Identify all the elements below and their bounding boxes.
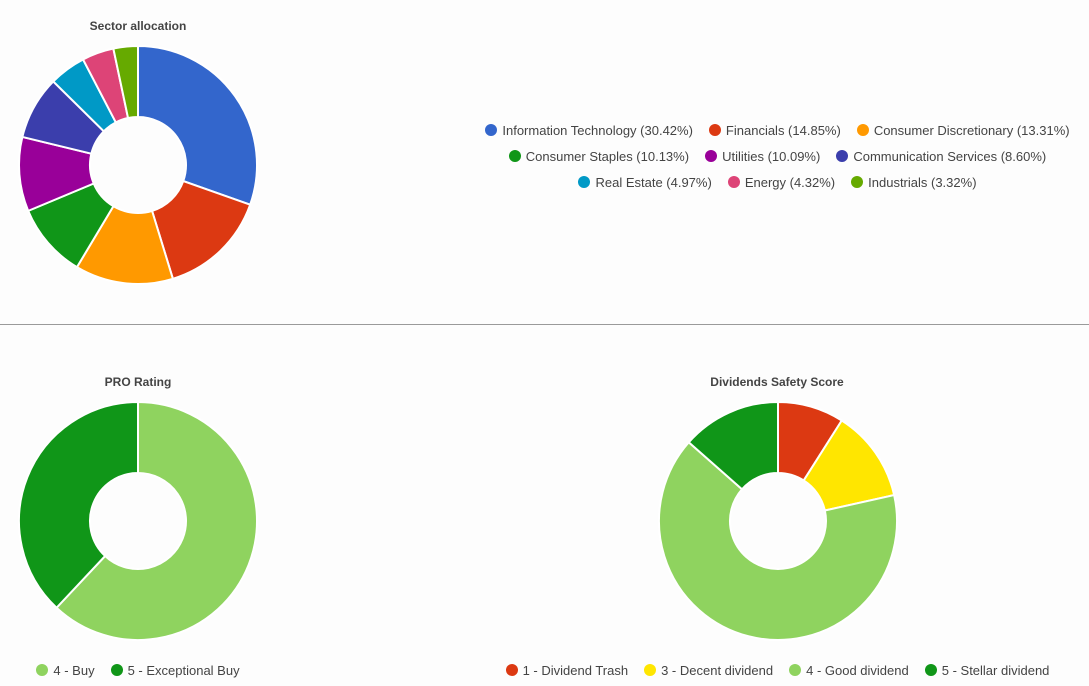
legend-item-4-buy[interactable]: 4 - Buy bbox=[36, 662, 95, 678]
legend-item-industrials[interactable]: Industrials (3.32%) bbox=[851, 174, 977, 190]
legend-item-consumer-discretionary[interactable]: Consumer Discretionary (13.31%) bbox=[856, 122, 1070, 138]
legend-label: Utilities (10.09%) bbox=[722, 148, 821, 164]
legend-item-consumer-staples[interactable]: Consumer Staples (10.13%) bbox=[508, 148, 690, 164]
legend-item-real-estate[interactable]: Real Estate (4.97%) bbox=[578, 174, 712, 190]
pro-rating-legend: 4 - Buy 5 - Exceptional Buy bbox=[0, 657, 276, 683]
legend-label: Communication Services (8.60%) bbox=[853, 148, 1047, 164]
legend-swatch bbox=[110, 664, 123, 676]
legend-row: Consumer Staples (10.13%) Utilities (10.0… bbox=[440, 143, 1089, 169]
legend-label: Consumer Discretionary (13.31%) bbox=[873, 122, 1070, 138]
slice-financials[interactable] bbox=[150, 179, 252, 281]
legend-swatch bbox=[644, 664, 657, 676]
legend-item-3-decent-dividend[interactable]: 3 - Decent dividend bbox=[644, 663, 773, 678]
legend-item-5-exceptional-buy[interactable]: 5 - Exceptional Buy bbox=[110, 662, 240, 678]
legend-item-5-stellar-dividend[interactable]: 5 - Stellar dividend bbox=[924, 662, 1050, 678]
legend-label: Information Technology (30.42%) bbox=[502, 122, 693, 138]
legend-label: Industrials (3.32%) bbox=[868, 174, 977, 190]
legend-item-4-good-dividend[interactable]: 4 - Good dividend bbox=[789, 663, 909, 678]
legend-label: Real Estate (4.97%) bbox=[595, 174, 712, 190]
legend-item-communication-services[interactable]: Communication Services (8.60%) bbox=[836, 149, 1046, 164]
legend-label: 4 - Buy bbox=[53, 662, 95, 678]
pro-rating-chart-title: PRO Rating bbox=[104, 375, 172, 389]
legend-swatch bbox=[705, 150, 718, 162]
legend-swatch bbox=[856, 124, 869, 136]
sector-chart-title: Sector allocation bbox=[89, 19, 187, 33]
dividends-safety-donut bbox=[658, 400, 898, 641]
pro-rating-donut bbox=[18, 400, 258, 641]
legend-item-1-dividend-trash[interactable]: 1 - Dividend Trash bbox=[505, 662, 629, 678]
slice-information-technology[interactable] bbox=[137, 44, 258, 207]
legend-label: Consumer Staples (10.13%) bbox=[525, 148, 690, 164]
legend-row: 4 - Buy 5 - Exceptional Buy bbox=[0, 657, 276, 683]
slice-industrials[interactable] bbox=[112, 44, 139, 120]
legend-label: 4 - Good dividend bbox=[806, 662, 909, 678]
legend-label: Energy (4.32%) bbox=[744, 174, 836, 190]
legend-swatch bbox=[505, 664, 518, 676]
legend-label: Financials (14.85%) bbox=[725, 122, 841, 138]
dividends-safety-chart-title: Dividends Safety Score bbox=[710, 375, 844, 389]
legend-row: Real Estate (4.97%) Energy (4.32%) Industr… bbox=[440, 169, 1089, 195]
legend-swatch bbox=[924, 664, 937, 676]
legend-swatch bbox=[708, 124, 721, 136]
sector-legend: Information Technology (30.42%) Financial… bbox=[440, 117, 1089, 195]
legend-swatch bbox=[789, 664, 802, 676]
dividends-safety-legend: 1 - Dividend Trash 3 - Decent dividend 4 -… bbox=[470, 657, 1085, 683]
legend-swatch bbox=[36, 664, 49, 676]
sector-donut bbox=[18, 44, 258, 285]
legend-swatch bbox=[578, 176, 591, 188]
legend-swatch bbox=[851, 176, 864, 188]
legend-item-utilities[interactable]: Utilities (10.09%) bbox=[705, 149, 820, 164]
legend-label: 5 - Exceptional Buy bbox=[127, 662, 240, 678]
slice-5-stellar-dividend[interactable] bbox=[687, 400, 779, 491]
legend-row: Information Technology (30.42%) Financial… bbox=[440, 117, 1089, 143]
legend-row: 1 - Dividend Trash 3 - Decent dividend 4 -… bbox=[470, 657, 1085, 683]
legend-item-financials[interactable]: Financials (14.85%) bbox=[708, 122, 841, 138]
section-divider bbox=[0, 324, 1089, 325]
slice-5-exceptional-buy[interactable] bbox=[18, 400, 139, 610]
legend-swatch bbox=[485, 124, 498, 136]
legend-label: 1 - Dividend Trash bbox=[522, 662, 629, 678]
slice-4-buy[interactable] bbox=[55, 400, 258, 641]
legend-item-energy[interactable]: Energy (4.32%) bbox=[727, 174, 836, 190]
legend-swatch bbox=[836, 150, 849, 162]
legend-swatch bbox=[508, 150, 521, 162]
legend-swatch bbox=[727, 176, 740, 188]
slice-4-good-dividend[interactable] bbox=[658, 440, 898, 641]
legend-item-information-technology[interactable]: Information Technology (30.42%) bbox=[485, 123, 693, 138]
legend-label: 5 - Stellar dividend bbox=[941, 662, 1050, 678]
legend-label: 3 - Decent dividend bbox=[661, 662, 774, 678]
